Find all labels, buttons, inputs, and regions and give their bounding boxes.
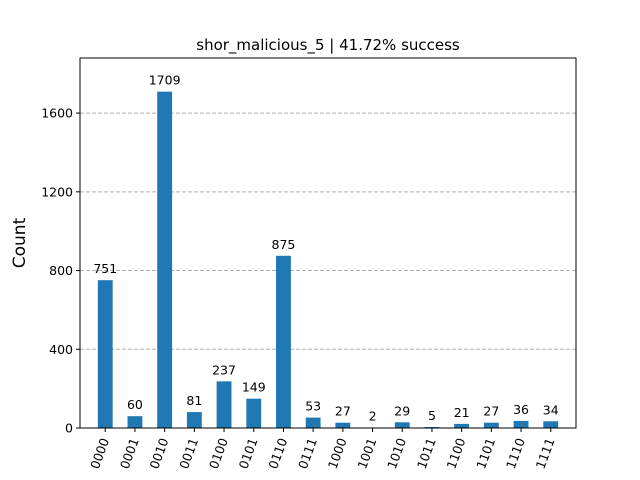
bar <box>216 381 232 428</box>
y-tick-label: 1200 <box>41 184 73 199</box>
x-tick-label: 1001 <box>354 436 379 471</box>
x-tick-label: 1010 <box>384 436 409 471</box>
bar-value-label: 53 <box>305 399 321 414</box>
x-axis-ticks: 0000 0001 0010 0011 0100 0101 0110 0111 1000 1001… <box>87 428 558 471</box>
bar <box>543 421 559 428</box>
x-tick-label: 0010 <box>146 436 171 471</box>
bar-value-label: 81 <box>186 393 202 408</box>
x-tick-label: 0001 <box>117 436 142 471</box>
bars <box>97 91 559 428</box>
plot-frame <box>79 57 577 429</box>
x-tick-label: 0111 <box>295 436 320 471</box>
x-tick-label: 1101 <box>473 436 498 471</box>
bar-value-label: 29 <box>394 403 410 418</box>
bar <box>246 398 262 428</box>
bar <box>97 280 113 428</box>
bar <box>186 412 202 428</box>
bar-value-label: 1709 <box>149 73 181 88</box>
bar-value-label: 36 <box>513 402 529 417</box>
x-tick-label: 0011 <box>176 436 201 471</box>
y-tick-label: 1600 <box>41 106 73 121</box>
bar <box>305 417 321 428</box>
x-tick-label: 1011 <box>414 436 439 471</box>
bar <box>483 422 499 428</box>
bar <box>513 420 529 428</box>
bar <box>127 416 143 428</box>
bar-value-label: 27 <box>483 404 499 419</box>
bar-value-label: 60 <box>127 397 143 412</box>
bar-value-label: 2 <box>369 409 377 424</box>
x-tick-label: 0100 <box>206 436 231 471</box>
x-tick-label: 0101 <box>236 436 261 471</box>
bar-value-label: 27 <box>335 404 351 419</box>
bar-value-label: 751 <box>93 261 117 276</box>
x-tick-label: 1111 <box>533 436 558 471</box>
bar <box>157 91 173 428</box>
bar <box>454 423 470 428</box>
bar <box>335 422 351 428</box>
x-tick-label: 0000 <box>87 436 112 471</box>
bar <box>276 255 291 428</box>
x-tick-label: 1100 <box>443 436 468 471</box>
bar <box>394 422 410 428</box>
x-tick-label: 1110 <box>503 436 528 471</box>
chart-title: shor_malicious_5 | 41.72% success <box>196 36 460 55</box>
bar-value-label: 5 <box>428 408 436 423</box>
grid-lines <box>80 112 576 350</box>
y-tick-label: 0 <box>65 421 73 436</box>
x-tick-label: 1000 <box>325 436 350 471</box>
bar-value-label: 149 <box>242 380 266 395</box>
bar-labels: 751 60 1709 81 237 149 875 53 27 2 29 5 21 27 36 34 <box>93 73 558 424</box>
x-tick-label: 0110 <box>265 436 290 471</box>
y-tick-label: 800 <box>49 263 73 278</box>
bar-value-label: 875 <box>272 237 296 252</box>
y-tick-label: 400 <box>49 342 73 357</box>
y-axis-label: Count <box>10 217 30 268</box>
bar-value-label: 21 <box>454 405 470 420</box>
y-axis-ticks: 0 400 800 1200 1600 <box>41 106 80 436</box>
bar-value-label: 34 <box>543 402 559 417</box>
bar-value-label: 237 <box>212 362 236 377</box>
